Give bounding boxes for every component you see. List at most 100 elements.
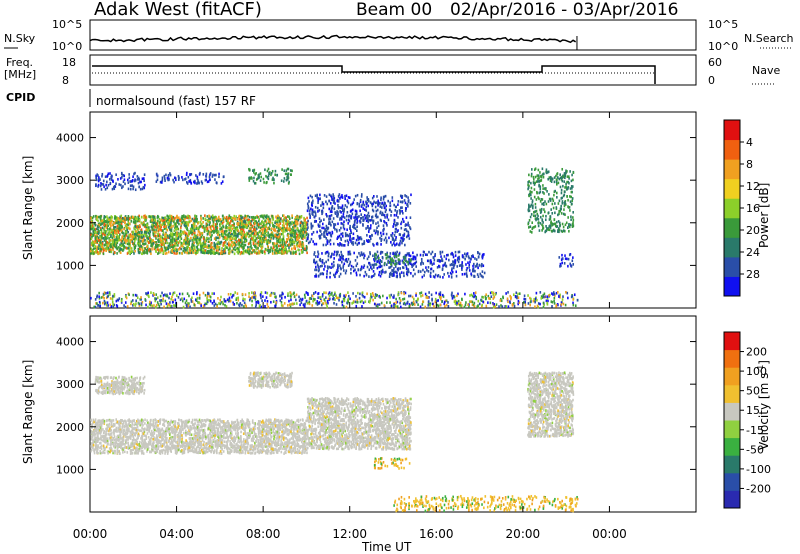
data-cell	[240, 222, 243, 225]
data-cell	[270, 246, 272, 249]
data-cell	[211, 175, 214, 178]
data-cell	[420, 262, 422, 265]
data-cell	[279, 244, 282, 248]
data-cell	[157, 252, 159, 255]
data-cell	[380, 196, 382, 200]
data-cell	[107, 220, 110, 224]
data-cell	[101, 242, 104, 245]
data-cell	[363, 240, 366, 243]
data-cell	[109, 239, 112, 242]
data-cell	[381, 256, 384, 260]
data-cell	[534, 225, 537, 228]
data-cell	[175, 238, 178, 241]
data-cell	[443, 255, 446, 258]
data-cell	[358, 251, 360, 255]
data-cell	[146, 230, 149, 233]
data-cell	[200, 235, 203, 239]
data-cell	[396, 210, 398, 213]
data-cell	[217, 240, 220, 244]
data-cell	[454, 254, 457, 257]
data-cell	[360, 268, 362, 271]
data-cell	[156, 216, 159, 219]
data-cell	[457, 256, 459, 260]
data-cell	[173, 238, 176, 241]
data-cell	[278, 232, 280, 236]
data-cell	[145, 232, 148, 235]
data-cell	[123, 238, 126, 242]
data-cell	[187, 222, 189, 225]
data-cell	[95, 174, 97, 178]
data-cell	[367, 199, 370, 203]
data-cell	[329, 255, 332, 259]
data-cell	[253, 228, 256, 232]
data-cell	[215, 181, 218, 185]
data-cell	[534, 210, 537, 213]
data-cell	[213, 241, 216, 245]
data-cell	[572, 216, 574, 219]
data-cell	[228, 214, 231, 218]
data-cell	[176, 234, 178, 238]
data-cell	[97, 222, 100, 226]
data-cell	[191, 217, 194, 221]
data-cell	[109, 181, 112, 185]
data-cell	[156, 222, 158, 225]
data-cell	[279, 232, 281, 236]
data-cell	[155, 231, 157, 234]
data-cell	[101, 174, 103, 178]
data-cell	[162, 238, 164, 242]
data-cell	[477, 255, 480, 258]
data-cell	[287, 232, 289, 236]
data-cell	[119, 215, 121, 219]
data-cell	[293, 235, 295, 239]
data-cell	[191, 229, 194, 233]
data-cell	[372, 219, 374, 223]
data-cell	[285, 169, 288, 172]
data-cell	[389, 252, 392, 255]
data-cell	[265, 225, 268, 229]
data-cell	[566, 195, 568, 198]
data-cell	[158, 222, 161, 226]
data-cell	[121, 176, 123, 179]
data-cell	[454, 259, 456, 262]
data-cell	[284, 230, 286, 233]
data-cell	[399, 272, 401, 276]
data-cell	[149, 230, 152, 234]
data-cell	[379, 205, 382, 208]
data-cell	[129, 241, 132, 245]
data-cell	[414, 272, 416, 276]
data-cell	[391, 196, 394, 199]
data-cell	[95, 183, 97, 186]
data-cell	[137, 181, 140, 185]
data-cell	[535, 198, 538, 201]
data-cell	[252, 215, 255, 219]
data-cell	[148, 215, 150, 218]
data-cell	[217, 246, 220, 249]
data-cell	[361, 242, 364, 246]
data-cell	[542, 214, 544, 218]
data-cell	[470, 272, 472, 276]
data-cell	[119, 233, 121, 236]
data-cell	[365, 219, 368, 223]
data-cell	[138, 225, 140, 229]
data-cell	[134, 171, 136, 175]
data-cell	[243, 225, 245, 229]
data-cell	[332, 195, 335, 198]
data-cell	[287, 173, 289, 177]
data-cell	[239, 240, 242, 244]
data-cell	[390, 263, 393, 266]
data-cell	[339, 264, 341, 267]
data-cell	[362, 215, 364, 219]
data-cell	[571, 197, 574, 200]
data-cell	[332, 242, 335, 246]
data-cell	[166, 235, 169, 238]
data-cell	[254, 239, 257, 243]
data-cell	[316, 193, 318, 197]
data-cell	[91, 219, 93, 223]
data-cell	[291, 220, 293, 224]
data-cell	[200, 180, 203, 183]
data-cell	[482, 254, 484, 258]
data-cell	[468, 266, 470, 269]
data-cell	[255, 227, 258, 230]
data-cell	[248, 215, 251, 219]
data-cell	[311, 224, 314, 228]
